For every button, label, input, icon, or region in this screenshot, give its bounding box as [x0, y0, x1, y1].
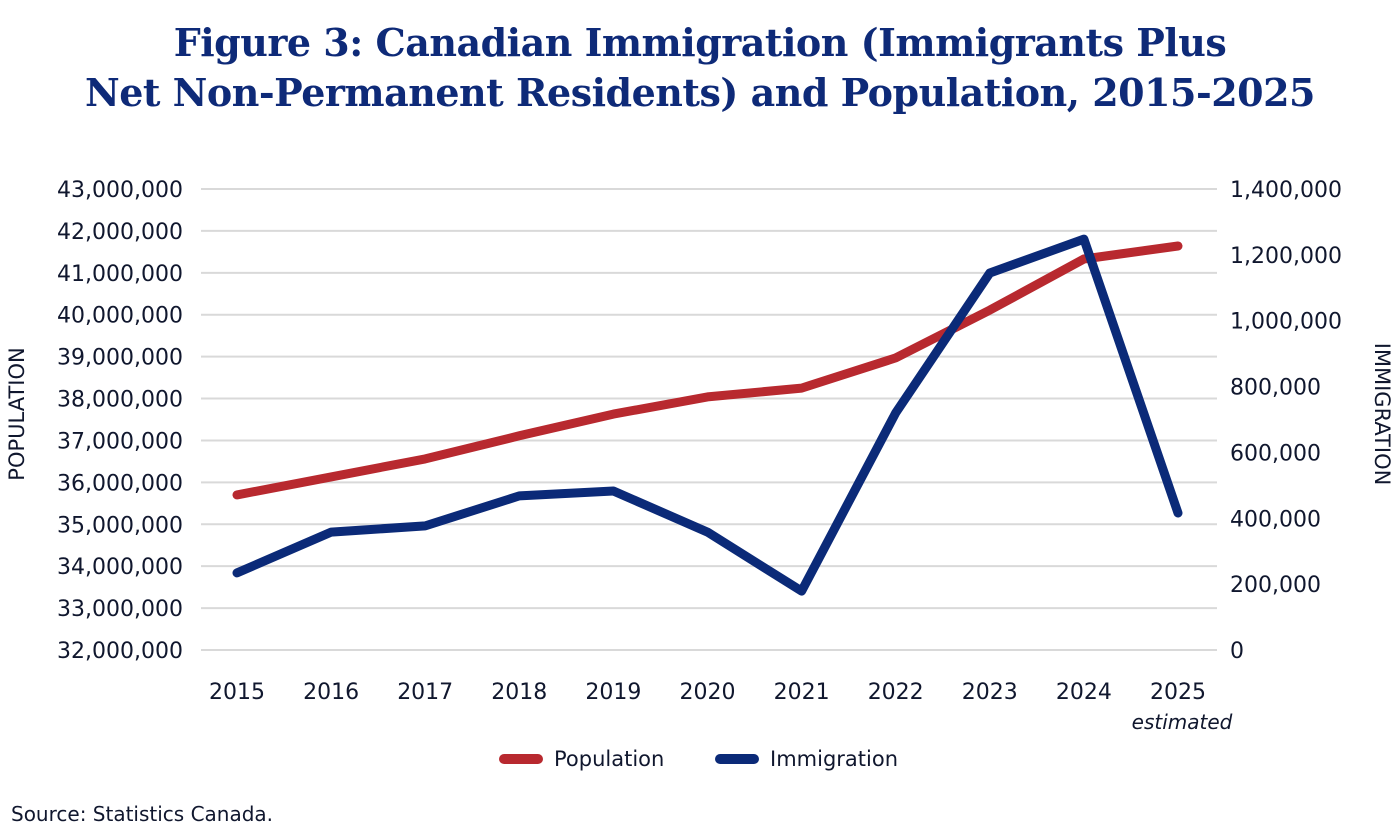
x-tick-label: 2015: [209, 680, 265, 705]
right-tick-label: 1,200,000: [1230, 244, 1342, 269]
left-tick-label: 42,000,000: [57, 220, 183, 245]
legend-label-population: Population: [554, 747, 665, 771]
left-axis-ticks: 32,000,000 33,000,000 34,000,000 35,000,000…: [57, 178, 183, 664]
x-axis-ticks: 2015 2016 2017 2018 2019 2020 2021 2022 2023 2024…: [209, 680, 1206, 705]
right-axis-title: IMMIGRATION: [1370, 343, 1394, 486]
left-tick-label: 41,000,000: [57, 262, 183, 287]
right-tick-label: 0: [1230, 639, 1244, 664]
left-tick-label: 37,000,000: [57, 429, 183, 454]
chart-title: Figure 3: Canadian Immigration (Immigran…: [0, 18, 1400, 118]
x-tick-label: 2024: [1056, 680, 1112, 705]
legend-item-population: Population: [499, 744, 664, 774]
left-tick-label: 40,000,000: [57, 304, 183, 329]
source-note: Source: Statistics Canada.: [11, 802, 274, 826]
chart-title-line-1: Figure 3: Canadian Immigration (Immigran…: [173, 20, 1227, 65]
legend-item-immigration: Immigration: [715, 744, 898, 774]
left-tick-label: 36,000,000: [57, 471, 183, 496]
right-tick-label: 1,000,000: [1230, 310, 1342, 335]
x-tick-label: 2017: [397, 680, 453, 705]
left-tick-label: 33,000,000: [57, 597, 183, 622]
left-tick-label: 34,000,000: [57, 555, 183, 580]
series-line-immigration: [232, 234, 1183, 596]
legend-swatch-population: [499, 754, 543, 764]
x-tick-label: 2020: [680, 680, 736, 705]
x-annotation-estimated: estimated: [1132, 710, 1233, 734]
x-tick-label: 2022: [868, 680, 924, 705]
legend-swatch-immigration: [715, 754, 759, 764]
series-line-population: [232, 241, 1183, 500]
right-tick-label: 600,000: [1230, 441, 1321, 466]
x-tick-label: 2023: [962, 680, 1018, 705]
series-lines: [232, 234, 1183, 596]
x-tick-label: 2021: [774, 680, 830, 705]
left-tick-label: 35,000,000: [57, 513, 183, 538]
legend-label-immigration: Immigration: [770, 747, 898, 771]
x-tick-label: 2018: [491, 680, 547, 705]
right-tick-label: 1,400,000: [1230, 178, 1342, 203]
right-tick-label: 800,000: [1230, 376, 1321, 401]
left-axis-title: POPULATION: [5, 347, 29, 480]
left-tick-label: 43,000,000: [57, 178, 183, 203]
left-tick-label: 32,000,000: [57, 639, 183, 664]
right-axis-ticks: 0 200,000 400,000 600,000 800,000 1,000,000 1,…: [1230, 178, 1342, 664]
gridlines: [201, 188, 1217, 651]
left-tick-label: 38,000,000: [57, 388, 183, 413]
x-tick-label: 2016: [303, 680, 359, 705]
left-tick-label: 39,000,000: [57, 346, 183, 371]
right-tick-label: 200,000: [1230, 573, 1321, 598]
right-tick-label: 400,000: [1230, 507, 1321, 532]
legend: Population Immigration: [0, 744, 1400, 774]
x-tick-label: 2019: [585, 680, 641, 705]
x-tick-label: 2025: [1150, 680, 1206, 705]
chart-title-line-2: Net Non-Permanent Residents) and Populat…: [84, 70, 1316, 115]
